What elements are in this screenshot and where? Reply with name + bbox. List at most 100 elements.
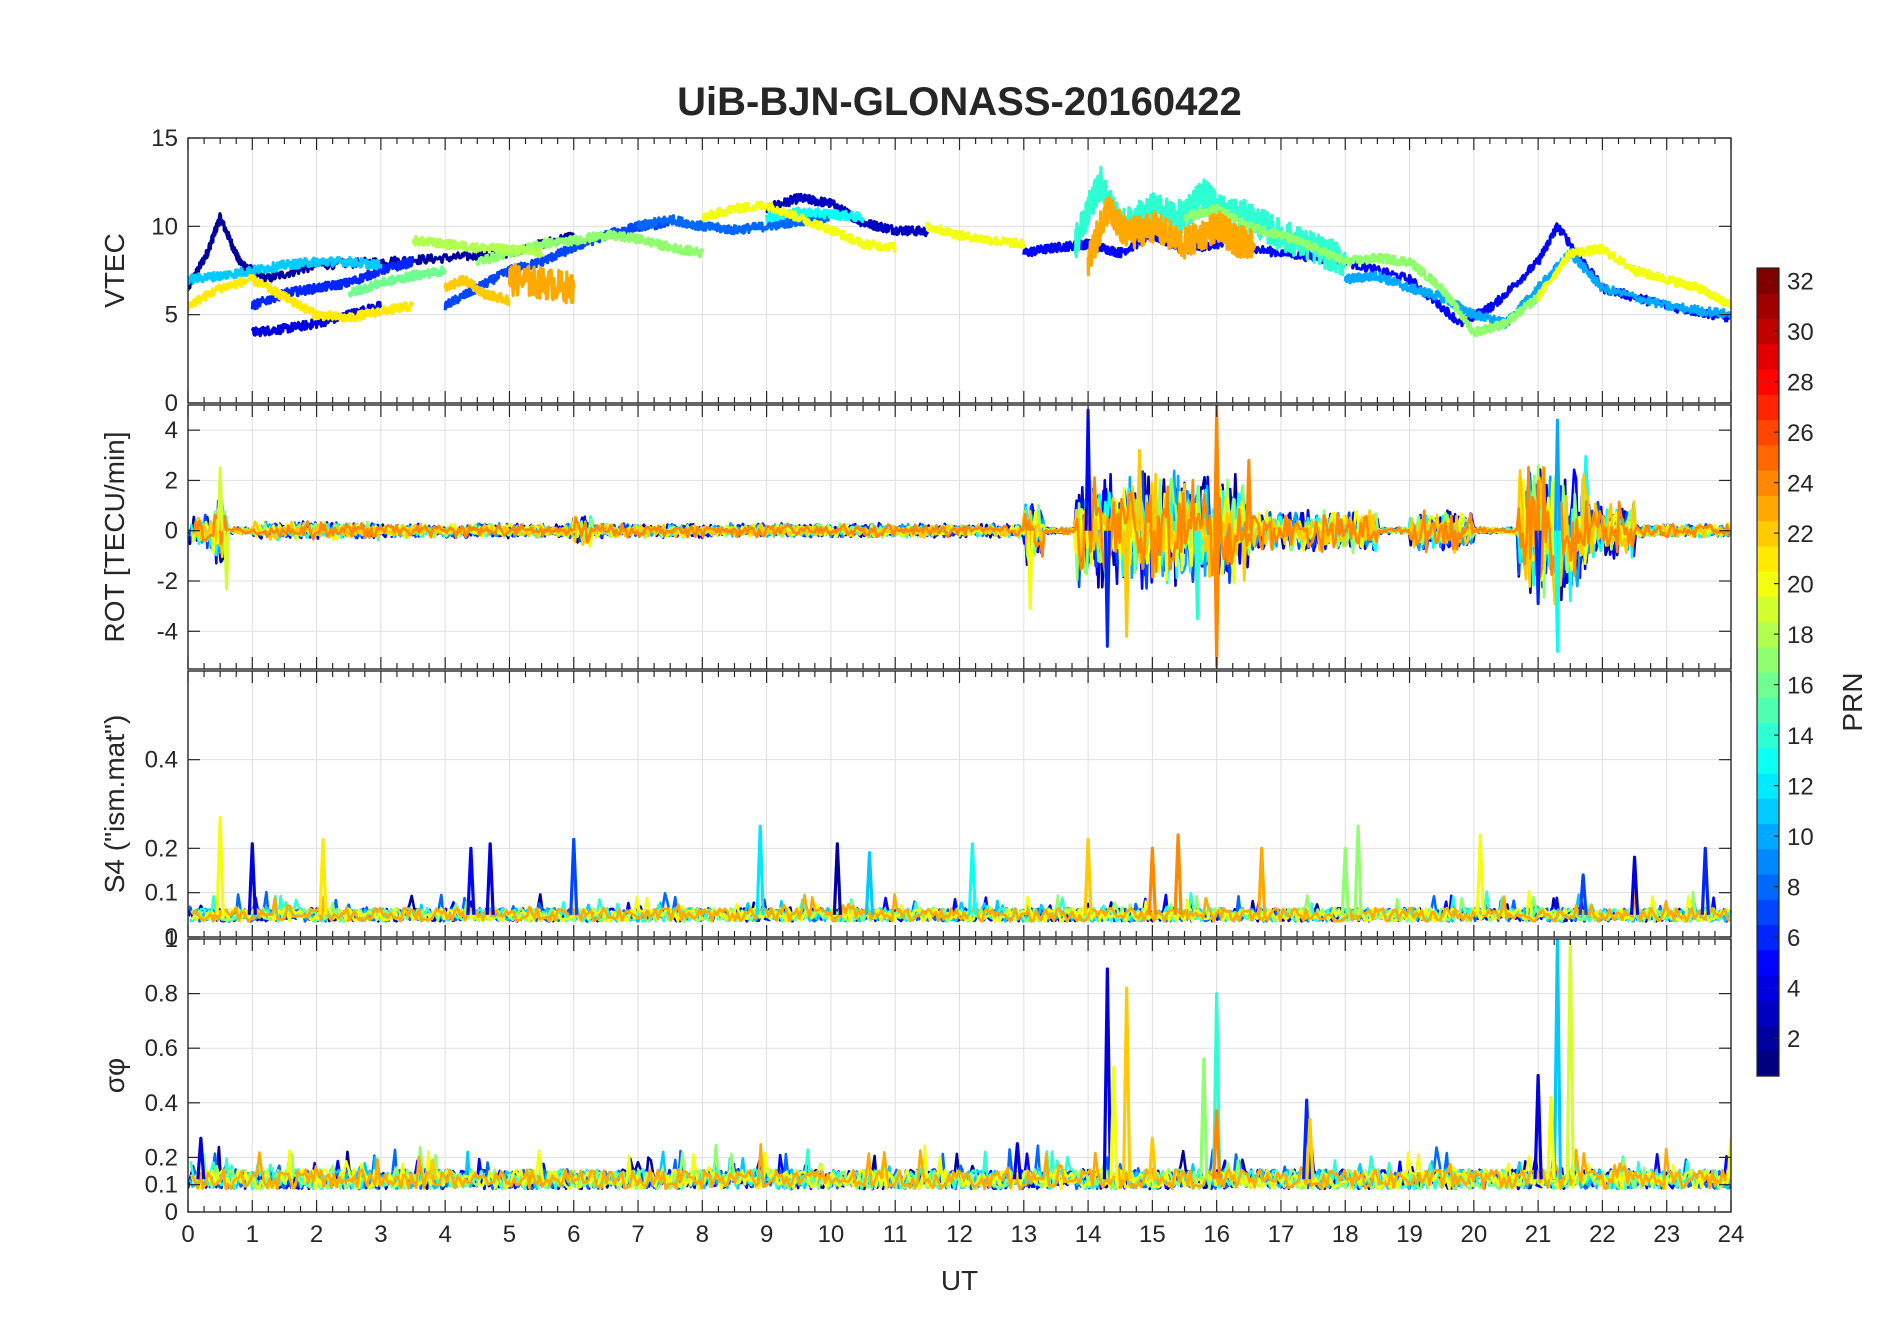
x-axis-label: UT: [941, 1265, 978, 1296]
colorbar-tick-label: 26: [1787, 420, 1814, 447]
vtec-series-prn-20: [925, 221, 1026, 249]
rot-spike: [1213, 405, 1221, 531]
x-tick-label: 14: [1075, 1221, 1102, 1248]
y-tick-label-s4: 0.1: [145, 880, 178, 907]
y-axis-label-rot: ROT [TECU/min]: [99, 431, 130, 642]
s4-spike: [247, 842, 257, 915]
vtec-series-prn-18: [411, 235, 544, 258]
sigma-spike: [1565, 939, 1575, 1180]
data-sigma: [188, 939, 1731, 1191]
vtec-series-prn-23: [1086, 196, 1257, 277]
x-tick-label: 11: [883, 1221, 908, 1248]
rot-spike: [216, 466, 224, 531]
colorbar-swatch: [1757, 924, 1779, 951]
colorbar-swatch: [1757, 520, 1779, 547]
y-tick-label-rot: 0: [165, 518, 178, 545]
colorbar-swatch: [1757, 672, 1779, 698]
colorbar-frame: [1756, 267, 1780, 1077]
rot-spike: [1553, 530, 1561, 653]
x-tick-label: 5: [503, 1221, 516, 1248]
colorbar-tick-label: 14: [1787, 723, 1814, 750]
sigma-spike: [1102, 967, 1112, 1180]
colorbar-swatch: [1757, 747, 1779, 774]
x-tick-label: 17: [1268, 1221, 1295, 1248]
colorbar-swatch: [1757, 318, 1779, 345]
colorbar-swatch: [1757, 419, 1779, 446]
sigma-spike: [1533, 1073, 1543, 1180]
rot-spike: [223, 530, 231, 591]
vtec-series-prn-7: [443, 217, 672, 311]
x-tick-label: 18: [1332, 1221, 1359, 1248]
grid-vtec: [188, 138, 1731, 403]
x-tick-label: 15: [1139, 1221, 1166, 1248]
x-tick-label: 2: [310, 1221, 323, 1248]
y-tick-label-sigma: 0: [165, 1199, 178, 1226]
data-rot: [188, 405, 1731, 668]
colorbar-swatch: [1757, 621, 1779, 648]
colorbar-swatch: [1757, 697, 1779, 724]
colorbar-tick-label: 30: [1787, 319, 1814, 346]
s4-spike: [1700, 846, 1710, 915]
colorbar-swatch: [1757, 773, 1779, 799]
colorbar-tick-label: 22: [1787, 521, 1814, 548]
vtec-series-prn-16: [347, 265, 447, 298]
s4-spike: [1147, 846, 1157, 915]
s4-spike: [755, 824, 765, 915]
x-tick-label: 10: [818, 1221, 845, 1248]
x-ticks-s4: [187, 671, 1732, 938]
sigma-spike: [1199, 1057, 1209, 1180]
s4-spike: [318, 837, 328, 915]
rot-spike: [1193, 530, 1201, 621]
s4-spike: [1173, 833, 1183, 915]
rot-spike: [1245, 458, 1253, 531]
x-tick-label: 19: [1396, 1221, 1423, 1248]
x-tick-label: 8: [696, 1221, 709, 1248]
colorbar-tick-label: 6: [1787, 925, 1800, 952]
colorbar-swatch: [1757, 571, 1779, 597]
colorbar-swatch: [1757, 823, 1779, 850]
s4-spike: [485, 842, 495, 915]
y-tick-label-sigma: 0.6: [145, 1035, 178, 1062]
colorbar-tick-label: 10: [1787, 824, 1814, 851]
rot-series-prn-24: [192, 465, 1731, 579]
x-tick-label: 7: [631, 1221, 644, 1248]
x-tick-label: 12: [946, 1221, 973, 1248]
colorbar-tick-label: 28: [1787, 370, 1814, 397]
s4-spike: [215, 815, 225, 915]
s4-spike: [1353, 824, 1363, 915]
s4-spike: [1340, 846, 1350, 915]
colorbar-swatch: [1757, 1050, 1779, 1077]
s4-spike: [466, 846, 476, 915]
colorbar-swatch: [1757, 596, 1779, 623]
sigma-spike: [1212, 1109, 1222, 1180]
colorbar-tick-label: 16: [1787, 673, 1814, 700]
y-tick-label-sigma: 0.2: [145, 1144, 178, 1171]
colorbar-swatch: [1757, 722, 1779, 749]
rot-spike: [1026, 530, 1034, 611]
x-ticks-rot: [187, 405, 1732, 669]
sigma-spike: [1212, 992, 1222, 1180]
y-tick-label-s4: 0.4: [145, 747, 178, 774]
x-tick-label: 13: [1010, 1221, 1037, 1248]
x-tick-label: 3: [374, 1221, 387, 1248]
colorbar-tick-label: 2: [1787, 1026, 1800, 1053]
y-tick-label-vtec: 0: [165, 390, 178, 417]
vtec-series-prn-21: [188, 273, 415, 323]
y-tick-label-vtec: 10: [151, 213, 178, 240]
vtec-series-prn-23: [507, 262, 576, 305]
colorbar-swatch: [1757, 949, 1779, 976]
y-axis-label-vtec: VTEC: [99, 233, 130, 308]
panel-vtec: 0 5 10 15 VTEC: [99, 125, 1732, 417]
vtec-series-prn-13: [765, 206, 865, 224]
x-tick-label: 24: [1718, 1221, 1745, 1248]
vtec-series-prn-20: [701, 200, 897, 254]
y-tick-label-sigma: 0.4: [145, 1090, 178, 1117]
panel-rot: -4 -2 0 2 4 ROT [TECU/min]: [99, 404, 1732, 670]
colorbar-swatch: [1757, 646, 1779, 673]
y-tick-label-vtec: 15: [151, 125, 178, 152]
y-tick-label-sigma: 0.8: [145, 981, 178, 1008]
colorbar-swatch: [1757, 798, 1779, 825]
rot-spike: [1534, 530, 1542, 606]
